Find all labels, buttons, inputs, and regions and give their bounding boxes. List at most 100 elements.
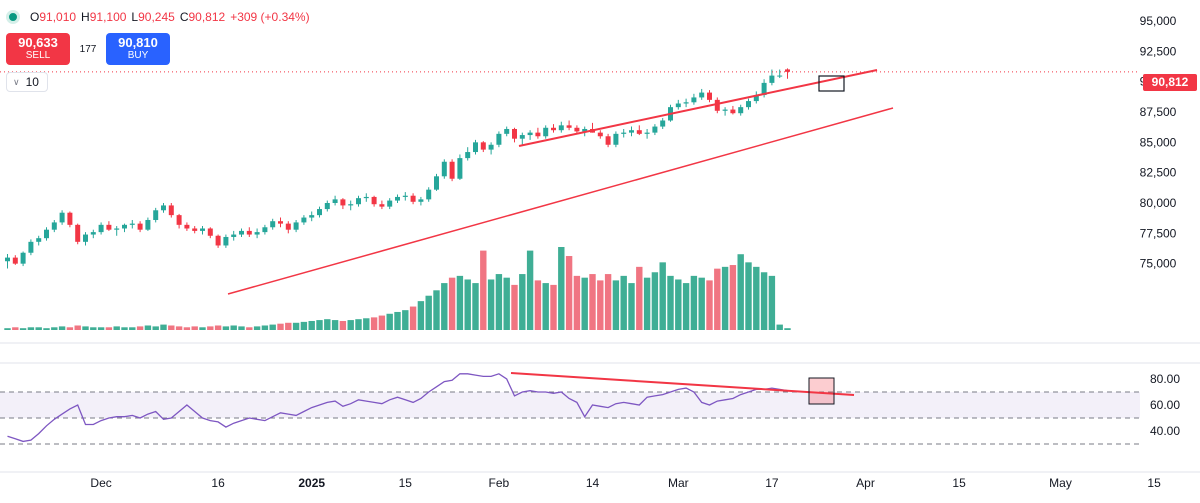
candle-body bbox=[301, 217, 307, 223]
time-tick-label: 2025 bbox=[298, 476, 325, 490]
candle-body bbox=[457, 158, 463, 179]
price-tick-label: 92,500 bbox=[1140, 44, 1177, 58]
volume-bar bbox=[214, 325, 222, 330]
candle-body bbox=[707, 92, 712, 100]
candle-body bbox=[574, 127, 580, 132]
candle-body bbox=[434, 176, 439, 190]
volume-bar bbox=[238, 326, 245, 330]
volume-bar bbox=[90, 327, 97, 330]
candle-body bbox=[168, 205, 174, 216]
candle-body bbox=[122, 224, 127, 229]
time-tick-label: 17 bbox=[765, 476, 779, 490]
low-value: 90,245 bbox=[138, 10, 175, 24]
volume-bar bbox=[129, 327, 136, 330]
high-label: H bbox=[81, 10, 90, 24]
price-tick-label: 82,500 bbox=[1140, 166, 1177, 180]
candle-body bbox=[356, 198, 361, 205]
candle-body bbox=[675, 103, 681, 108]
low-label: L bbox=[131, 10, 139, 24]
volume-bar bbox=[105, 327, 113, 330]
candle-body bbox=[738, 107, 744, 114]
volume-bar bbox=[339, 320, 347, 330]
candle-body bbox=[278, 221, 283, 224]
candle-body bbox=[426, 189, 432, 200]
volume-bar bbox=[207, 326, 214, 330]
time-tick-label: 15 bbox=[399, 476, 413, 490]
highlight-box bbox=[818, 75, 845, 92]
candle-body bbox=[683, 102, 689, 104]
candle-body bbox=[644, 132, 650, 134]
candle-body bbox=[246, 230, 252, 235]
volume-bar bbox=[581, 277, 588, 330]
volume-bar bbox=[386, 313, 393, 330]
volume-bar bbox=[277, 323, 284, 330]
volume-bar bbox=[363, 318, 370, 330]
candle-body bbox=[613, 133, 619, 145]
volume-bar bbox=[714, 268, 721, 330]
volume-bar bbox=[230, 325, 237, 330]
volume-bar bbox=[519, 274, 526, 330]
volume-bar bbox=[331, 320, 339, 330]
time-tick-label: Apr bbox=[856, 476, 875, 490]
volume-bar bbox=[487, 279, 495, 330]
candle-body bbox=[722, 109, 728, 111]
volume-bar bbox=[542, 283, 549, 330]
volume-bar bbox=[409, 306, 417, 330]
candle-body bbox=[332, 199, 338, 203]
volume-bar bbox=[495, 274, 503, 330]
volume-bar bbox=[97, 327, 105, 330]
candle-body bbox=[753, 95, 759, 102]
volume-bar bbox=[667, 275, 674, 330]
candle-body bbox=[59, 212, 65, 223]
candle-body bbox=[309, 215, 315, 218]
candle-body bbox=[184, 224, 190, 229]
volume-bar bbox=[246, 327, 253, 330]
candle-body bbox=[285, 223, 291, 230]
volume-bar bbox=[394, 311, 401, 330]
volume-bar bbox=[745, 262, 752, 330]
volume-bar bbox=[526, 250, 534, 330]
volume-bar bbox=[651, 272, 659, 330]
volume-bar bbox=[550, 284, 557, 330]
volume-bar bbox=[183, 327, 191, 330]
candle-body bbox=[192, 228, 198, 231]
price-tick-label: 85,000 bbox=[1140, 135, 1177, 149]
candle-body bbox=[379, 204, 385, 207]
candle-body bbox=[28, 241, 34, 253]
volume-bar bbox=[285, 322, 292, 330]
volume-bar bbox=[168, 325, 175, 330]
sell-button[interactable]: 90,633 SELL bbox=[6, 33, 70, 65]
candle-body bbox=[636, 130, 642, 134]
volume-bar bbox=[74, 325, 81, 330]
volume-bar bbox=[300, 321, 308, 330]
volume-bar bbox=[441, 283, 448, 330]
volume-bar bbox=[144, 325, 152, 330]
rsi-line bbox=[7, 373, 788, 443]
candle-body bbox=[67, 212, 73, 225]
quantity-selector[interactable]: ∨ 10 bbox=[6, 72, 48, 92]
trade-panel: 90,633 SELL 177 90,810 BUY bbox=[6, 33, 170, 65]
rsi-tick-label: 60.00 bbox=[1150, 398, 1180, 412]
volume-bar bbox=[199, 327, 206, 330]
sell-price: 90,633 bbox=[18, 35, 58, 50]
volume-bar bbox=[82, 326, 89, 330]
buy-button[interactable]: 90,810 BUY bbox=[106, 33, 170, 65]
spread-value: 177 bbox=[79, 43, 97, 55]
volume-bar bbox=[222, 326, 230, 330]
market-status-icon bbox=[6, 10, 20, 24]
candle-body bbox=[98, 224, 104, 233]
volume-bar bbox=[753, 266, 760, 330]
candle-body bbox=[496, 133, 502, 145]
candle-body bbox=[488, 144, 494, 150]
volume-bar bbox=[121, 327, 128, 330]
candle-body bbox=[371, 196, 377, 205]
volume-bar bbox=[58, 326, 66, 330]
candle-body bbox=[223, 236, 229, 246]
close-value: 90,812 bbox=[188, 10, 226, 24]
volume-bar bbox=[573, 275, 581, 330]
volume-bar bbox=[43, 328, 50, 330]
candle-body bbox=[418, 199, 424, 202]
high-value: 91,100 bbox=[89, 10, 127, 24]
volume-bar bbox=[682, 283, 690, 330]
